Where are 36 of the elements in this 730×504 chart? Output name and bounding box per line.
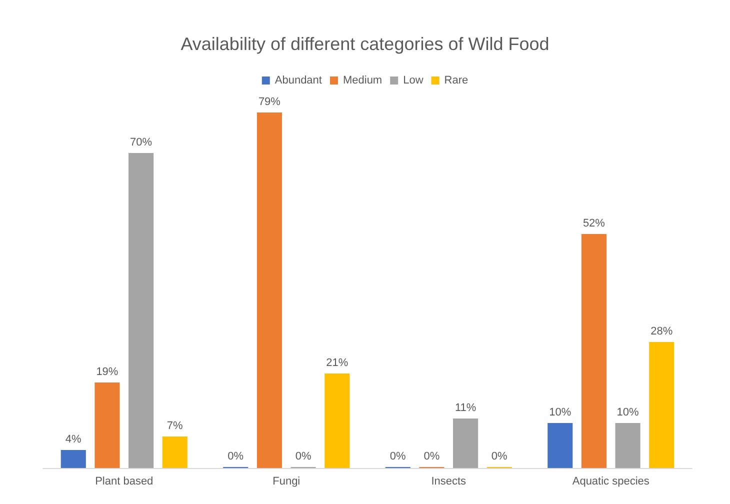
bar (453, 418, 478, 468)
x-tick-label: Insects (431, 476, 467, 488)
bar (60, 450, 86, 468)
data-label: 0% (228, 450, 244, 462)
bar (128, 153, 154, 468)
bar (649, 342, 674, 468)
legend-label: Medium (342, 74, 382, 86)
data-label: 79% (258, 96, 281, 108)
legend-label: Low (403, 74, 424, 86)
legend-label: Abundant (274, 74, 322, 86)
data-label: 0% (390, 450, 406, 462)
data-label: 0% (491, 450, 508, 462)
bar (94, 382, 120, 468)
data-label: 28% (650, 326, 673, 338)
data-label: 11% (454, 402, 476, 414)
x-tick-label: Plant based (95, 476, 154, 488)
data-label: 70% (130, 136, 152, 148)
data-label: 19% (96, 366, 118, 378)
x-tick-label: Aquatic species (572, 476, 650, 488)
data-label: 21% (326, 357, 348, 369)
data-label: 0% (295, 450, 312, 462)
bar (548, 423, 573, 468)
x-tick-label: Fungi (272, 476, 300, 488)
chart-title: Availability of different categories of Wild Food (180, 34, 550, 54)
data-label: 10% (549, 406, 572, 418)
bar (581, 234, 606, 468)
legend-label: Rare (444, 74, 468, 86)
data-label: 10% (616, 406, 640, 418)
bar (162, 436, 188, 468)
data-label: 4% (65, 434, 82, 446)
bar (256, 112, 282, 468)
data-label: 7% (166, 420, 184, 432)
bar (324, 374, 350, 468)
data-label: 52% (582, 218, 606, 230)
data-label: 0% (424, 450, 440, 462)
bar (615, 423, 640, 468)
